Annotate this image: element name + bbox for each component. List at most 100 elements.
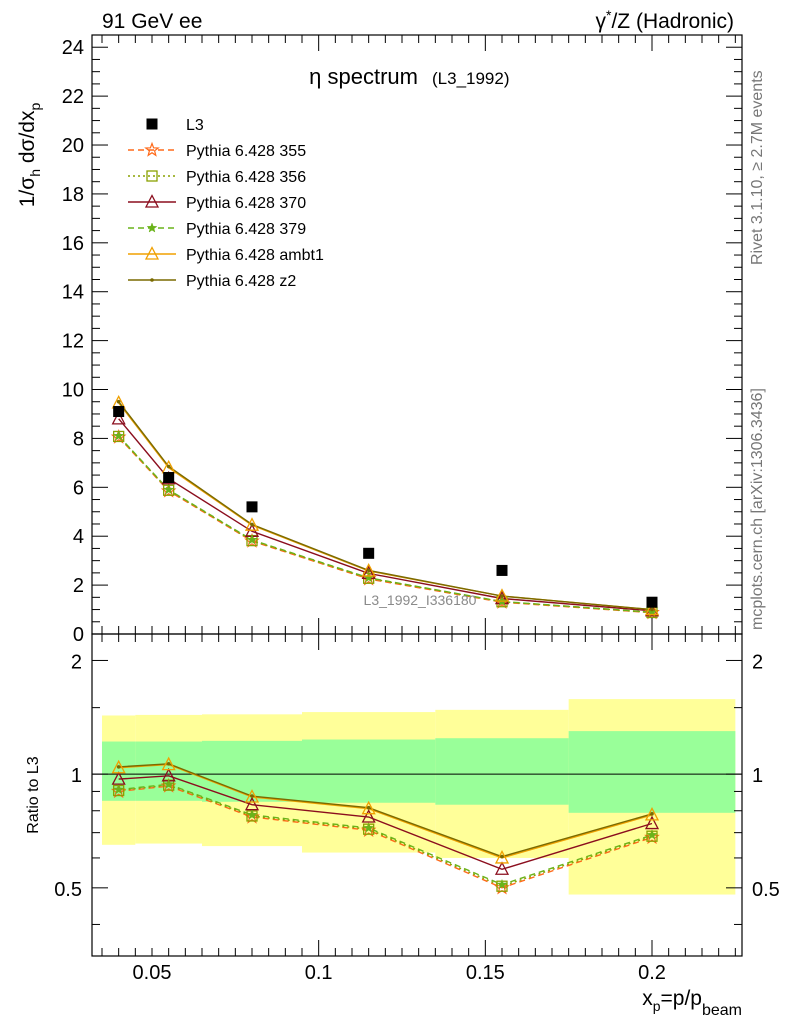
y-tick-label-12: 24: [62, 37, 84, 59]
ratio-marks: [110, 756, 660, 895]
stat-uncertainty-band-3: [302, 739, 436, 803]
legend: L3 Pythia 6.428 355 Pythia 6.428 356 Pythia…: [128, 117, 324, 290]
x-tick-label-1: 0.1: [305, 962, 333, 984]
y-tick-label-0: 0: [73, 624, 84, 646]
legend-marker-2: [146, 170, 158, 182]
y-tick-label-10: 20: [62, 135, 84, 157]
ratio-line-2: [118, 775, 653, 871]
legend-marker-0: [146, 118, 158, 130]
ratio-point-4-5: [644, 806, 660, 821]
legend-marker-5: [144, 246, 160, 260]
ratio-y-tick-label-right-1: 1: [752, 765, 763, 787]
y-tick-label-4: 8: [73, 428, 84, 450]
legend-label-3: Pythia 6.428 370: [186, 195, 306, 212]
chart-title: η spectrum: [309, 64, 418, 89]
x-tick-label-2: 0.15: [466, 962, 505, 984]
ratio-line-3: [118, 783, 653, 886]
chart-title-ref: (L3_1992): [432, 69, 510, 88]
ratio-point-3-5: [646, 829, 658, 840]
series-point-3-0: [113, 430, 125, 441]
ratio-point-5-2: [250, 794, 254, 798]
series-point-3-1: [163, 484, 175, 495]
legend-label-0: L3: [186, 117, 204, 134]
ratio-point-2-5: [644, 815, 660, 830]
ratio-point-4-1: [161, 756, 176, 771]
ratio-y-tick-label-right-2: 2: [752, 651, 763, 673]
l3-data-point-1: [163, 472, 175, 484]
ratio-point-3-0: [113, 783, 125, 795]
ratio-point-3-1: [163, 778, 175, 789]
y-tick-label-9: 18: [62, 184, 84, 206]
series-point-5-3: [366, 568, 371, 573]
series-point-5-1: [166, 464, 171, 469]
series-line-4: [118, 402, 653, 611]
l3-data-point-4: [496, 564, 508, 576]
legend-label-6: Pythia 6.428 z2: [186, 273, 296, 290]
ratio-point-4-2: [244, 789, 260, 803]
legend-marker-1: [144, 141, 160, 157]
legend-marker-3: [144, 194, 160, 208]
ratio-line-5: [118, 763, 653, 858]
ratio-point-4-4: [494, 850, 510, 864]
l3-data-point-0: [113, 406, 125, 418]
y-tick-label-11: 22: [62, 86, 84, 108]
l3-data-point-5: [646, 596, 658, 608]
ratio-point-5-0: [116, 765, 121, 769]
ratio-y-tick-label-right-0: 0.5: [752, 879, 780, 901]
ratio-point-2-4: [494, 861, 510, 875]
legend-label-5: Pythia 6.428 ambt1: [186, 247, 324, 264]
ratio-point-5-1: [166, 762, 171, 766]
series-point-5-4: [500, 594, 504, 598]
y-tick-label-7: 14: [62, 282, 84, 304]
series-point-4-2: [244, 517, 260, 531]
legend-label-1: Pythia 6.428 355: [186, 143, 306, 160]
y-tick-label-1: 2: [73, 575, 84, 597]
legend-label-2: Pythia 6.428 356: [186, 169, 306, 186]
main-marks: [110, 395, 660, 620]
ratio-line-4: [118, 763, 653, 859]
series-line-5: [118, 401, 653, 611]
ratio-line-0: [118, 785, 653, 889]
y-tick-label-2: 4: [73, 526, 84, 548]
series-line-0: [118, 436, 653, 614]
ratio-point-3-2: [246, 809, 258, 820]
ratio-point-5-5: [650, 812, 654, 816]
legend-marker-6: [150, 278, 154, 282]
reference-watermark: L3_1992_I336180: [364, 592, 477, 608]
header-left: 91 GeV ee: [102, 10, 202, 33]
x-tick-label-0: 0.05: [133, 962, 172, 984]
ratio-point-2-3: [361, 809, 376, 823]
y-tick-label-6: 12: [62, 331, 84, 353]
ratio-plot: 0.5 0.5 1 1 2 2 0.05 0.1 0.15 0.2 Ratio to L3 xp=…: [25, 633, 780, 1019]
series-point-2-0: [111, 410, 126, 425]
x-axis-label: xp=p/pbeam: [642, 987, 742, 1019]
l3-data-point-3: [363, 547, 375, 559]
y-axis-label: 1/σh dσ/dxp: [16, 103, 43, 208]
ratio-line-1: [118, 784, 653, 887]
ratio-point-5-3: [366, 805, 371, 810]
series-point-4-3: [361, 563, 376, 577]
ratio-point-4-3: [361, 800, 376, 815]
series-line-1: [118, 436, 653, 614]
legend-label-4: Pythia 6.428 379: [186, 221, 306, 238]
ratio-frame: [91, 633, 743, 957]
y-tick-label-5: 10: [62, 380, 84, 402]
ratio-point-5-4: [500, 854, 504, 859]
ratio-y-tick-label-1: 1: [71, 765, 82, 787]
y-tick-label-3: 6: [73, 477, 84, 499]
x-tick-label-3: 0.2: [638, 962, 666, 984]
stat-uncertainty-band-4: [435, 738, 569, 805]
ratio-axes: 0.5 0.5 1 1 2 2 0.05 0.1 0.15 0.2: [54, 634, 780, 984]
ratio-point-3-4: [496, 878, 508, 890]
stat-uncertainty-band-5: [568, 731, 736, 813]
ratio-bands: [102, 699, 736, 895]
rivet-label: Rivet 3.1.10, ≥ 2.7M events: [749, 70, 766, 265]
series-line-2: [118, 418, 653, 612]
series-point-5-2: [250, 522, 254, 527]
main-plot: L3_1992_I336180 η spectrum (L3_1992) L3 P…: [16, 34, 743, 646]
y-tick-label-8: 16: [62, 233, 84, 255]
series-line-3: [118, 435, 653, 613]
ratio-y-axis-label: Ratio to L3: [25, 756, 42, 833]
